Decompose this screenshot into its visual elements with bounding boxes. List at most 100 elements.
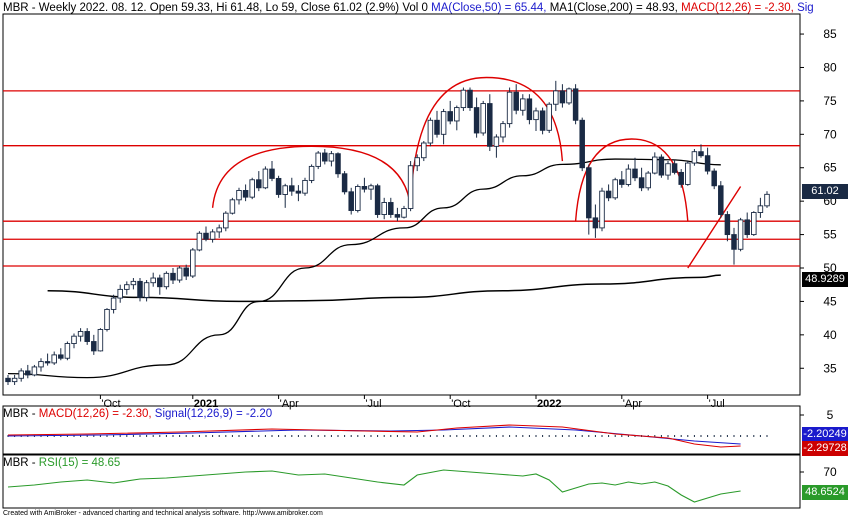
- footer-credit: Created with AmiBroker - advanced charti…: [3, 510, 323, 517]
- candle: [665, 161, 671, 180]
- signal-value: Signal(12,26,9) = -2.20: [151, 408, 273, 420]
- candle-body-down: [44, 361, 51, 364]
- candle-body-down: [467, 89, 473, 109]
- x-tick-label: 'Apr: [280, 398, 300, 410]
- candle: [209, 229, 216, 243]
- candle: [401, 205, 407, 219]
- candle: [513, 84, 519, 115]
- candle-body-up: [18, 370, 24, 379]
- y-tick-label: 80: [823, 60, 837, 74]
- macd-symbol: MBR: [3, 408, 29, 420]
- candle: [572, 84, 579, 125]
- macd-line: [7, 424, 741, 448]
- candle: [104, 308, 110, 332]
- candle: [348, 187, 354, 215]
- candle-body-down: [731, 234, 737, 250]
- macd-value: MACD(12,26) = -2.30,: [38, 408, 152, 420]
- candle-body-up: [117, 288, 123, 299]
- candle-body-up: [190, 249, 196, 277]
- x-tick-label: 'Jul: [709, 398, 725, 410]
- candle: [394, 207, 401, 222]
- candle: [183, 264, 189, 281]
- candle-body-up: [38, 361, 44, 368]
- candle-body-up: [328, 153, 335, 162]
- candle: [711, 168, 717, 190]
- rsi-last-label: 48.6524: [802, 485, 848, 500]
- candle-body-up: [110, 297, 117, 310]
- candle-body-up: [124, 284, 130, 290]
- candle-body-down: [586, 167, 592, 219]
- candle: [744, 212, 750, 238]
- candle-body-up: [546, 103, 552, 131]
- candle: [625, 164, 632, 187]
- candle: [262, 166, 269, 190]
- candle-body-down: [5, 377, 11, 383]
- candle: [407, 161, 414, 212]
- candle-body-up: [480, 103, 486, 134]
- candle: [150, 272, 156, 287]
- candle-body-up: [104, 308, 110, 330]
- candle-body-down: [447, 111, 453, 122]
- candle: [460, 87, 467, 111]
- candle: [467, 87, 473, 111]
- candle-body-up: [51, 354, 57, 364]
- candle-body-down: [539, 110, 546, 131]
- y-tick-label: 50: [823, 261, 837, 275]
- candle: [25, 364, 31, 379]
- candle-body-down: [718, 185, 724, 215]
- candle-body-down: [269, 168, 275, 179]
- candle: [447, 100, 453, 125]
- candle-body-up: [407, 165, 414, 209]
- main-header: MBR - Weekly 2022. 08. 12. Open 59.33, H…: [3, 2, 814, 15]
- candle-body-up: [150, 277, 156, 284]
- candle: [757, 197, 764, 218]
- candle-body-up: [737, 219, 744, 250]
- candle: [275, 175, 282, 198]
- candle: [368, 183, 374, 200]
- rsi-symbol: MBR: [3, 457, 29, 469]
- candle: [698, 144, 704, 158]
- candle: [302, 177, 308, 196]
- candle-body-down: [91, 341, 97, 352]
- candle: [223, 211, 229, 232]
- header-info: - Weekly 2022. 08. 12. Open 59.33, Hi 61…: [28, 2, 432, 14]
- candle-body-down: [289, 185, 295, 192]
- candle-body-down: [242, 190, 249, 198]
- candle-body-down: [711, 170, 717, 187]
- candle: [632, 157, 638, 182]
- candle: [117, 284, 123, 303]
- candle: [289, 177, 295, 196]
- candle-body-down: [137, 280, 143, 298]
- candle: [473, 97, 480, 138]
- y-tick-label: 45: [823, 294, 837, 308]
- rsi-header: MBR - RSI(15) = 48.65: [3, 457, 120, 470]
- candle: [427, 117, 434, 147]
- candle-body-down: [638, 177, 645, 189]
- candle: [110, 294, 117, 314]
- candle: [559, 84, 566, 108]
- candle: [196, 231, 203, 252]
- x-tick-label: 'Oct: [451, 398, 470, 410]
- candle-body-up: [209, 231, 216, 240]
- rounding-arc-3: [574, 138, 689, 222]
- candle: [480, 100, 486, 136]
- candle: [612, 177, 618, 200]
- candle-body-up: [31, 366, 38, 376]
- candle: [671, 159, 678, 175]
- candle-body-up: [440, 111, 447, 135]
- header-macd: MACD(12,26) = -2.30,: [677, 2, 794, 14]
- candle-body-up: [506, 91, 513, 125]
- candle: [724, 211, 731, 242]
- candle-body-up: [421, 142, 427, 159]
- candle-body-down: [84, 331, 90, 342]
- x-tick-label: 'Jul: [365, 398, 381, 410]
- rsi-value: RSI(15) = 48.65: [38, 457, 121, 469]
- candle: [546, 102, 552, 133]
- candle: [124, 281, 130, 295]
- candle-body-up: [163, 272, 170, 288]
- candle-body-down: [559, 90, 566, 104]
- candle-body-up: [302, 179, 308, 194]
- candle-body-up: [685, 162, 691, 185]
- y-tick-label: 55: [823, 228, 837, 242]
